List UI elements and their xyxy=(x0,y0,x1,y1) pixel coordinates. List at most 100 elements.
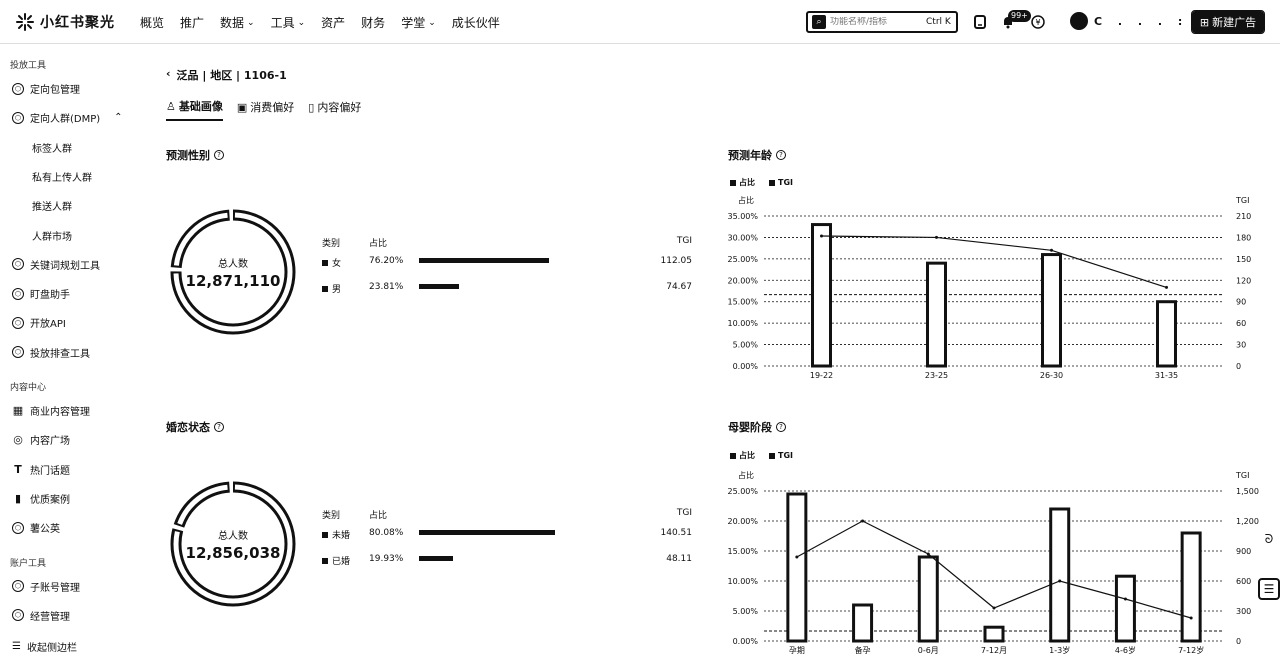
y-tick-label: 30.00% xyxy=(727,233,758,242)
tab-0[interactable]: ♙ 基础画像 xyxy=(166,98,223,121)
svg-text:¥: ¥ xyxy=(1035,18,1040,27)
sidebar-item[interactable]: ⬡ 定向包管理 xyxy=(12,81,80,96)
chat-icon[interactable]: ☰ xyxy=(1258,578,1280,600)
planet-icon: ◎ xyxy=(13,433,23,447)
y-tick-label: 0.00% xyxy=(733,362,759,371)
x-tick-label: 31-35 xyxy=(1155,371,1178,380)
tab-label: 消费偏好 xyxy=(250,101,295,114)
maternal-title: 母婴阶段 xyxy=(728,421,772,434)
category-label: 未婚 xyxy=(332,531,351,541)
sidebar-item[interactable]: ⬡ 薯公英 xyxy=(12,520,60,535)
user-name: C . . . : xyxy=(1094,14,1189,28)
sidebar-subitem[interactable]: 人群市场 xyxy=(32,231,72,243)
sidebar-item[interactable]: ⬡ 经营管理 xyxy=(12,608,70,623)
sidebar-subitem[interactable]: 推送人群 xyxy=(32,202,72,214)
share-bar-fill xyxy=(419,556,453,561)
sidebar-item[interactable]: ◎ 内容广场 xyxy=(12,432,70,447)
category-cell: 女 xyxy=(322,256,341,269)
y2-tick-label: 0 xyxy=(1236,637,1241,646)
x-tick-label: 7-12月 xyxy=(981,646,1007,655)
nav-item[interactable]: 成长伙伴 xyxy=(452,14,500,31)
y-tick-label: 25.00% xyxy=(727,255,758,264)
sidebar-item[interactable]: ⬡ 投放排查工具 xyxy=(12,345,90,360)
logo[interactable]: 小红书聚光 xyxy=(16,12,115,32)
search-input[interactable] xyxy=(830,17,922,27)
nav-item-label: 数据 xyxy=(220,16,245,30)
legend-tgi[interactable]: TGI xyxy=(769,177,793,188)
sidebar-item[interactable]: ⬡ 子账号管理 xyxy=(12,579,80,594)
sidebar-item-label: 定向人群(DMP) xyxy=(30,114,101,126)
mobile-icon[interactable] xyxy=(970,12,990,32)
avatar xyxy=(1070,12,1088,30)
help-icon[interactable]: ? xyxy=(776,150,786,160)
nav-item[interactable]: 学堂 ⌄ xyxy=(401,14,436,31)
y-axis-label: 占比 xyxy=(738,470,754,480)
hexagon-icon: ⬡ xyxy=(12,287,24,300)
sidebar-item[interactable]: ⬡ 盯盘助手 xyxy=(12,286,70,301)
help-icon[interactable]: ? xyxy=(776,422,786,432)
sidebar-item[interactable]: ▮ 优质案例 xyxy=(12,491,70,506)
sidebar-item[interactable]: ▦ 商业内容管理 xyxy=(12,403,90,418)
back-chevron-icon[interactable]: ‹ xyxy=(166,67,171,80)
tgi-point xyxy=(992,606,996,610)
sidebar-item-label: 商业内容管理 xyxy=(30,407,90,418)
y2-tick-label: 90 xyxy=(1236,298,1246,307)
sidebar-subitem[interactable]: 标签人群 xyxy=(32,143,72,155)
table-row: 已婚 19.93% 48.11 xyxy=(322,548,692,574)
feedback-icon[interactable]: ᘐ xyxy=(1264,531,1274,546)
category-cell: 男 xyxy=(322,282,341,295)
column-header: 类别 xyxy=(322,239,341,249)
nav-item[interactable]: 工具 ⌄ xyxy=(271,14,306,31)
hexagon-icon: ⬡ xyxy=(12,609,24,622)
sidebar-item-label: 开放API xyxy=(30,319,66,331)
y-tick-label: 25.00% xyxy=(727,487,758,496)
category-swatch xyxy=(322,285,328,292)
total-value: 12,871,110 xyxy=(185,271,281,290)
search-box[interactable]: ⌕ Ctrl K xyxy=(806,11,958,33)
y-tick-label: 20.00% xyxy=(727,517,758,526)
y2-tick-label: 0 xyxy=(1236,362,1241,371)
category-swatch xyxy=(322,557,328,564)
nav-item[interactable]: 资产 xyxy=(321,14,345,31)
legend-share[interactable]: 占比 xyxy=(730,450,755,461)
tab-2[interactable]: ▯ 内容偏好 xyxy=(308,98,361,121)
y-tick-label: 15.00% xyxy=(727,298,758,307)
new-ad-button[interactable]: ⊞ 新建广告 xyxy=(1191,10,1265,34)
gender-section-title: 预测性别 ? xyxy=(166,147,224,163)
legend-share[interactable]: 占比 xyxy=(730,177,755,188)
help-icon[interactable]: ? xyxy=(214,150,224,160)
total-label: 总人数 xyxy=(218,530,248,542)
breadcrumb-text: 泛品 | 地区 | 1106-1 xyxy=(176,69,287,82)
sidebar-subitem[interactable]: 私有上传人群 xyxy=(32,172,92,184)
sidebar-item[interactable]: ⬡ 定向人群(DMP) ⌃ xyxy=(12,110,123,125)
collapse-icon: ☰ xyxy=(12,641,21,652)
bar xyxy=(811,223,832,368)
hexagon-icon: ⬡ xyxy=(12,346,24,359)
nav-item[interactable]: 概览 xyxy=(140,14,164,31)
x-tick-label: 23-25 xyxy=(925,371,948,380)
y-tick-label: 0.00% xyxy=(733,637,759,646)
collapse-sidebar-button[interactable]: ☰ 收起侧边栏 xyxy=(12,639,77,654)
breadcrumb: ‹ 泛品 | 地区 | 1106-1 xyxy=(166,67,287,83)
legend-tgi[interactable]: TGI xyxy=(769,450,793,461)
y-tick-label: 10.00% xyxy=(727,319,758,328)
nav-item[interactable]: 数据 ⌄ xyxy=(220,14,255,31)
category-swatch xyxy=(322,531,328,538)
column-header: 占比 xyxy=(369,239,388,249)
sidebar-item[interactable]: ⬡ 关键词规划工具 xyxy=(12,257,100,272)
share-value: 19.93% xyxy=(369,554,404,564)
y-tick-label: 15.00% xyxy=(727,547,758,556)
yuan-icon[interactable]: ¥ xyxy=(1028,12,1048,32)
user-menu[interactable]: C . . . : ▼ xyxy=(1070,12,1201,30)
tab-1[interactable]: ▣ 消费偏好 xyxy=(237,98,294,121)
nav-item[interactable]: 推广 xyxy=(180,14,204,31)
tgi-value: 140.51 xyxy=(660,528,693,538)
bar xyxy=(1156,300,1177,368)
bar xyxy=(926,261,947,368)
y-tick-label: 5.00% xyxy=(733,341,759,350)
nav-item[interactable]: 财务 xyxy=(361,14,385,31)
sidebar-item[interactable]: ⬡ 开放API xyxy=(12,315,66,330)
help-icon[interactable]: ? xyxy=(214,422,224,432)
nav-item-label: 推广 xyxy=(180,16,205,30)
sidebar-item[interactable]: T 热门话题 xyxy=(12,462,70,477)
